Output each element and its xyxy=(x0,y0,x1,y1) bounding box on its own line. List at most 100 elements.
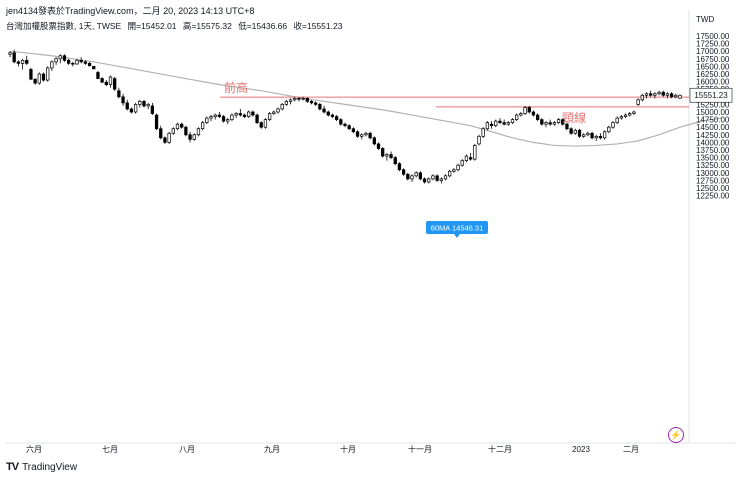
candle-body xyxy=(255,114,259,123)
candle-body xyxy=(510,119,515,123)
candle-body xyxy=(339,119,343,125)
candle-body xyxy=(582,134,586,137)
candle-body xyxy=(473,145,477,160)
y-tick-label: 13750.00 xyxy=(696,146,730,155)
y-tick-label: 14000.00 xyxy=(696,138,730,147)
candle-body xyxy=(75,59,79,65)
candle-body xyxy=(368,132,372,139)
candle-body xyxy=(376,143,381,149)
candle-body xyxy=(577,129,582,137)
y-tick-label: 17000.00 xyxy=(696,47,730,56)
candle-body xyxy=(180,123,184,128)
candle-body xyxy=(661,91,665,96)
candle-body xyxy=(54,58,58,63)
candle-body xyxy=(406,173,410,180)
x-tick-label: 十月 xyxy=(340,444,356,454)
x-tick-label: 十二月 xyxy=(488,444,512,454)
candle-body xyxy=(184,126,188,136)
y-tick-label: 16750.00 xyxy=(696,55,730,64)
y-tick-label: 13000.00 xyxy=(696,169,730,178)
candle-body xyxy=(494,120,498,127)
candle-body xyxy=(12,52,16,63)
candle-body xyxy=(288,99,293,102)
ohlc-low: 低=15436.66 xyxy=(238,21,288,31)
y-tick-label: 16250.00 xyxy=(696,70,730,79)
candle-body xyxy=(83,61,88,64)
lightning-icon[interactable]: ⚡ xyxy=(668,427,684,443)
candle-body xyxy=(573,129,577,134)
candle-body xyxy=(276,108,280,113)
candle-body xyxy=(121,96,125,104)
candle-body xyxy=(632,111,636,114)
candle-body xyxy=(100,78,104,83)
candle-body xyxy=(334,116,339,120)
candle-body xyxy=(66,59,71,64)
x-tick-label: 二月 xyxy=(623,445,639,454)
candle-body xyxy=(443,175,448,180)
tradingview-brand: TradingView xyxy=(22,461,78,473)
candle-body xyxy=(79,59,83,63)
candle-body xyxy=(267,113,272,120)
candle-body xyxy=(125,102,129,110)
candle-body xyxy=(393,157,397,165)
candle-body xyxy=(318,104,322,110)
tradingview-footer[interactable]: TV TradingView xyxy=(6,461,77,473)
candle-body xyxy=(196,128,201,136)
candle-body xyxy=(234,113,238,116)
candle-body xyxy=(397,163,402,171)
candle-body xyxy=(628,113,632,116)
candle-body xyxy=(154,114,159,130)
candle-body xyxy=(468,157,473,160)
candle-body xyxy=(150,105,155,114)
tradingview-logo-icon: TV xyxy=(6,461,19,473)
candle-body xyxy=(552,122,557,125)
candle-body xyxy=(142,101,146,107)
candle-body xyxy=(556,119,561,123)
candle-body xyxy=(381,148,385,157)
candle-body xyxy=(221,116,226,122)
candle-body xyxy=(561,119,565,125)
candle-body xyxy=(133,104,138,113)
candle-body xyxy=(456,164,460,171)
candle-body xyxy=(678,94,682,99)
ma60-label-text: 60MA 14546.31 xyxy=(431,224,484,233)
annotation-neckline: 頸線 xyxy=(562,110,586,125)
x-tick-label: 七月 xyxy=(102,445,118,454)
y-tick-label: 17500.00 xyxy=(696,32,730,41)
y-tick-label: 14500.00 xyxy=(696,123,730,132)
ohlc-open: 開=15452.01 xyxy=(127,21,177,31)
y-tick-label: 14250.00 xyxy=(696,131,730,140)
candle-body xyxy=(117,90,121,98)
candle-body xyxy=(343,123,347,127)
candle-body xyxy=(25,59,29,64)
last-price-label: 15551.23 xyxy=(694,91,728,100)
candle-body xyxy=(104,81,108,85)
candle-body xyxy=(71,63,75,65)
candle-body xyxy=(251,111,255,116)
candle-body xyxy=(410,175,414,180)
x-tick-label: 十一月 xyxy=(408,444,432,454)
candle-body xyxy=(401,169,406,175)
candle-body xyxy=(171,128,175,134)
candle-body xyxy=(544,122,548,125)
candle-body xyxy=(175,123,180,130)
candle-body xyxy=(200,122,205,130)
candle-body xyxy=(293,97,297,101)
candle-body xyxy=(607,126,611,133)
candle-body xyxy=(347,125,351,130)
candle-body xyxy=(192,134,196,140)
candle-body xyxy=(498,120,502,123)
candle-body xyxy=(217,114,222,117)
candle-body xyxy=(385,154,389,157)
y-tick-label: 12500.00 xyxy=(696,184,730,193)
candle-body xyxy=(129,108,134,113)
candle-body xyxy=(159,128,163,139)
candle-body xyxy=(519,113,523,116)
candle-body xyxy=(314,102,318,105)
candle-body xyxy=(640,94,644,101)
candle-body xyxy=(414,172,418,177)
y-tick-label: 14750.00 xyxy=(696,116,730,125)
candle-body xyxy=(657,91,661,95)
ma60-label-pointer xyxy=(454,234,460,238)
